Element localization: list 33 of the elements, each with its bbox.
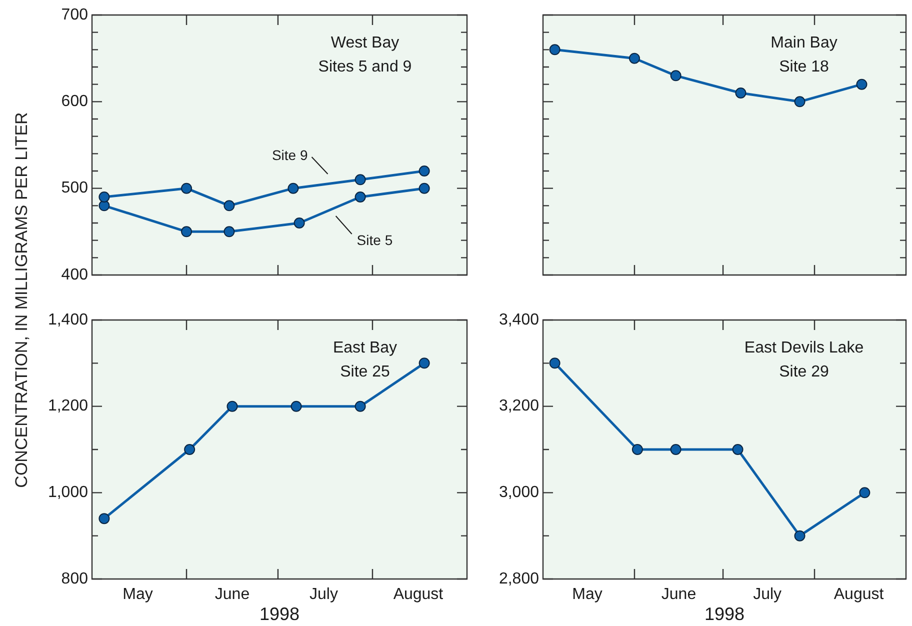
x-tick-label: May [122,586,153,604]
text: East Devils Lake [744,339,864,356]
y-tick-label: 2,800 [498,570,540,588]
x-tick-label: August [393,586,444,604]
y-tick-label: 1,000 [48,484,88,502]
x-tick-label: July [753,586,782,604]
y-tick-label: 3,000 [498,484,540,502]
y-tick-label: 3,400 [498,311,540,328]
y-tick-label: 800 [61,570,88,588]
y-tick-label: 1,200 [48,398,88,415]
x-axis-title: 1998 [259,604,300,624]
x-tick-label: August [834,586,884,604]
text: West Bay [330,34,400,52]
x-tick-label: May [572,586,602,604]
x-tick-label: June [661,586,696,604]
text: Site 29 [779,363,830,380]
text: East Bay [332,339,398,356]
text: Site 25 [340,363,390,380]
y-tick-label: 700 [61,6,88,24]
y-axis-title: CONCENTRATION, IN MILLIGRAMS PER LITER [12,112,32,488]
text: Sites 5 and 9 [318,58,412,76]
x-axis-title: 1998 [704,604,745,624]
y-tick-label: 600 [61,93,88,110]
text: Main Bay [770,34,838,52]
x-tick-label: July [309,586,338,604]
y-tick-label: 500 [61,180,88,197]
x-tick-label: June [214,586,250,604]
text: Site 18 [779,58,830,76]
y-tick-label: 3,200 [498,398,540,415]
text: Site 5 [356,232,393,248]
y-tick-label: 400 [61,266,88,284]
series-label: Site 9 [272,146,308,163]
y-tick-label: 1,400 [48,311,88,328]
